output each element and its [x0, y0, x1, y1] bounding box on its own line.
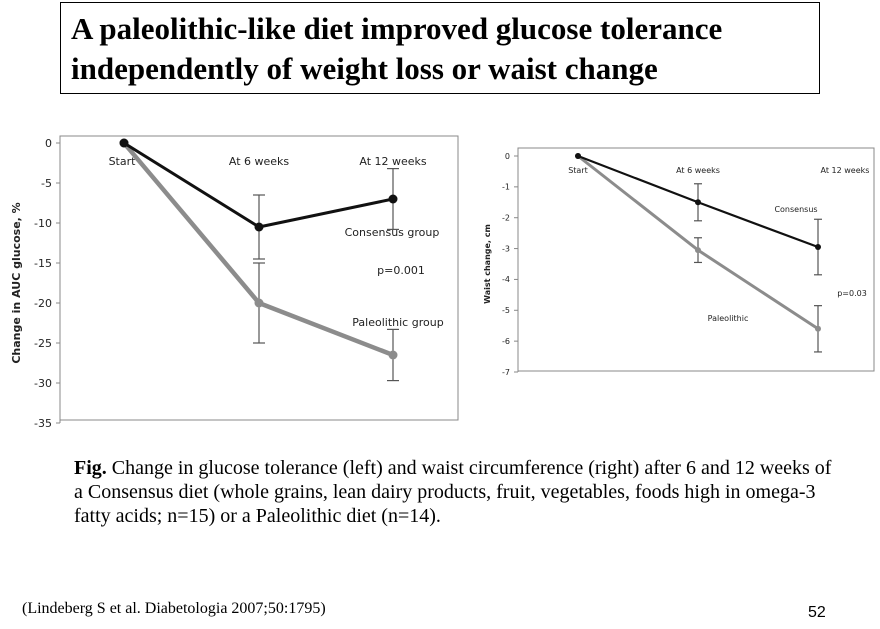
page-number: 52: [808, 604, 826, 621]
glucose-series-label-paleolithic: Paleolithic group: [352, 316, 443, 329]
waist-y-tick-label: -6: [502, 337, 510, 346]
glucose-y-tick-label: -25: [34, 337, 52, 350]
waist-series-label-paleolithic: Paleolithic: [708, 314, 749, 323]
glucose-x-category-label: Start: [109, 155, 137, 168]
waist-data-point-consensus: [695, 199, 701, 206]
slide-title-line-1: A paleolithic-like diet improved glucose…: [71, 11, 723, 46]
waist-y-tick-label: -4: [502, 275, 510, 284]
caption-prefix: Fig.: [74, 457, 107, 479]
waist-data-point-consensus: [575, 153, 581, 159]
waist-y-tick-label: -3: [502, 244, 510, 253]
glucose-y-tick-label: 0: [45, 137, 52, 150]
glucose-y-tick-label: -20: [34, 297, 52, 310]
glucose-data-point-paleolithic: [254, 298, 264, 308]
glucose-data-point-paleolithic: [388, 350, 398, 360]
caption-text: Change in glucose tolerance (left) and w…: [74, 457, 832, 527]
waist-y-tick-label: -7: [502, 368, 510, 377]
glucose-y-tick-label: -30: [34, 377, 52, 390]
waist-x-category-label: At 12 weeks: [821, 166, 870, 175]
waist-chart-svg: 0 -1 -2 -3 -4 -5 -6 -7 Waist change, cm Start At 6…: [483, 147, 875, 377]
waist-y-tick-label: -2: [502, 214, 510, 223]
glucose-y-axis-label: Change in AUC glucose, %: [10, 202, 23, 363]
glucose-y-tick-label: -5: [41, 177, 52, 190]
waist-data-point-paleolithic: [815, 325, 821, 332]
glucose-y-tick-label: -35: [34, 417, 52, 430]
glucose-series-label-consensus: Consensus group: [345, 226, 440, 239]
citation: (Lindeberg S et al. Diabetologia 2007;50…: [22, 600, 326, 617]
glucose-y-tick-label: -10: [34, 217, 52, 230]
slide-title-line-2: independently of weight loss or waist ch…: [71, 51, 658, 86]
glucose-p-value-annotation: p=0.001: [377, 264, 425, 277]
waist-y-tick-label: 0: [505, 152, 510, 161]
glucose-x-category-label: At 12 weeks: [359, 155, 427, 168]
figure-caption: Fig. Change in glucose tolerance (left) …: [74, 456, 834, 528]
waist-x-category-label: Start: [568, 166, 588, 175]
glucose-data-point-consensus: [388, 194, 398, 204]
glucose-data-point-consensus: [254, 222, 264, 232]
waist-p-value-annotation: p=0.03: [837, 289, 867, 298]
waist-plot-frame: [517, 147, 875, 372]
waist-data-point-consensus: [815, 244, 821, 251]
slide-title: A paleolithic-like diet improved glucose…: [60, 2, 820, 94]
glucose-x-category-label: At 6 weeks: [229, 155, 290, 168]
waist-data-point-paleolithic: [695, 247, 701, 254]
waist-series-label-consensus: Consensus: [774, 205, 817, 214]
glucose-chart-svg: 0 -5 -10 -15 -20 -25 -30 -35 Change in AUC gluco…: [10, 135, 459, 430]
glucose-data-point-consensus: [119, 138, 129, 148]
waist-y-tick-label: -1: [502, 183, 510, 192]
waist-chart: 0 -1 -2 -3 -4 -5 -6 -7 Waist change, cm Start At 6…: [478, 143, 880, 383]
waist-y-axis-label: Waist change, cm: [483, 224, 492, 304]
waist-x-category-label: At 6 weeks: [676, 166, 720, 175]
glucose-y-tick-label: -15: [34, 257, 52, 270]
waist-y-tick-label: -5: [502, 306, 510, 315]
glucose-chart: 0 -5 -10 -15 -20 -25 -30 -35 Change in AUC gluco…: [0, 128, 470, 438]
